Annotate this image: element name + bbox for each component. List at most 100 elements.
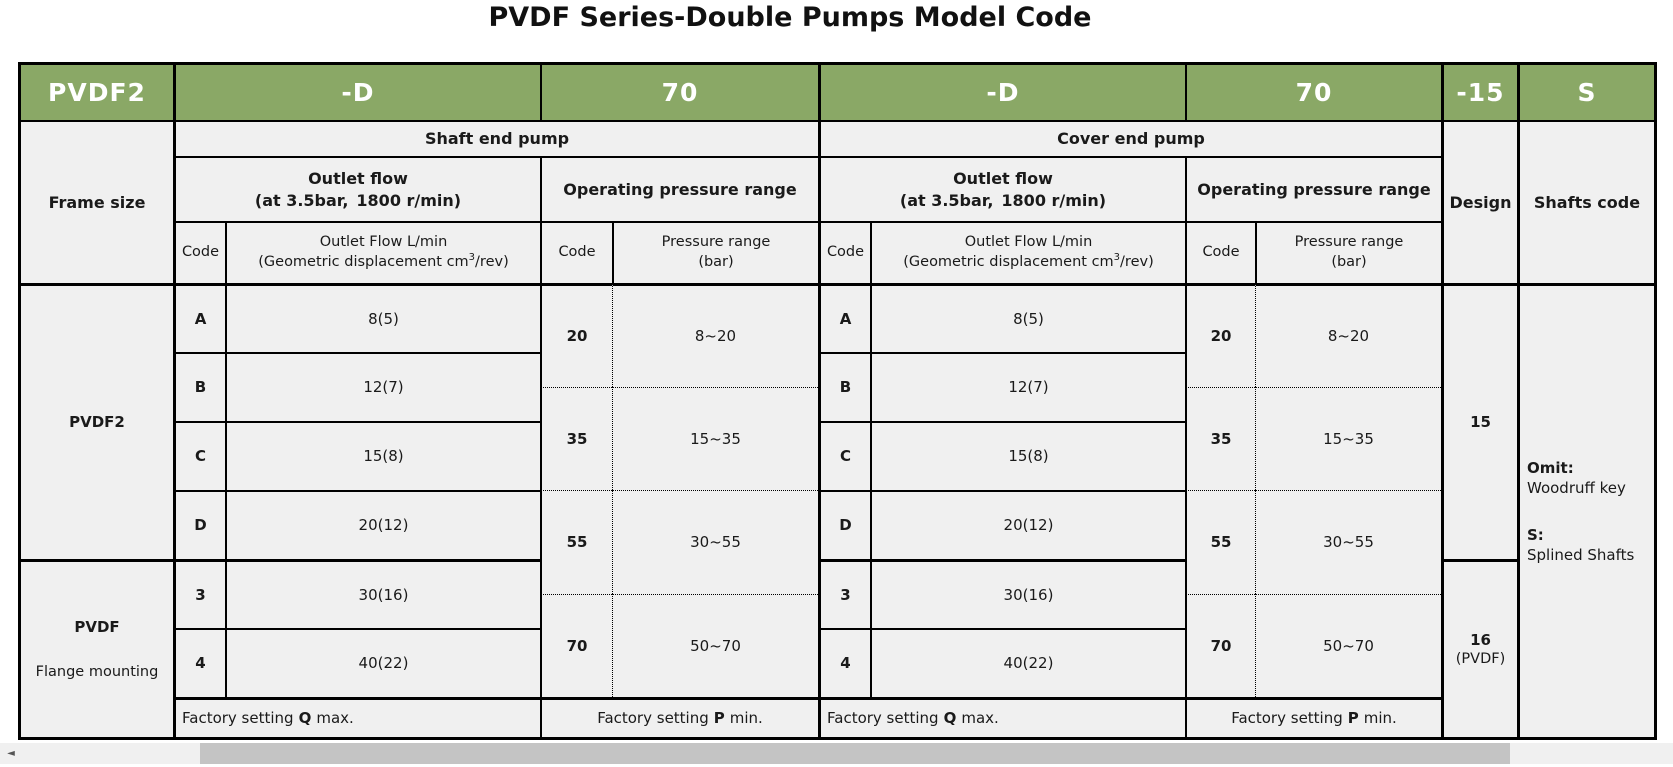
frame-row-pvdf2: PVDF2 bbox=[21, 283, 173, 559]
cover-flow-B-code: B bbox=[818, 352, 870, 421]
cover-flow-4-code: 4 bbox=[818, 628, 870, 697]
shaft-flow-3-code: 3 bbox=[173, 559, 225, 628]
shaft-pressure-55-range: 30~55 bbox=[612, 490, 818, 594]
header-frame-size: Frame size bbox=[21, 120, 173, 283]
header-pressure-shaft: Operating pressure range bbox=[540, 156, 818, 221]
shaft-flow-A-code: A bbox=[173, 283, 225, 352]
page-title: PVDF Series-Double Pumps Model Code bbox=[488, 2, 1092, 33]
header-outlet-flow-cover: Outlet flow (at 3.5bar, 1800 r/min) bbox=[818, 156, 1185, 221]
model-code-table: PVDF2 -D 70 -D 70 -15 S Frame size Shaft… bbox=[18, 62, 1657, 740]
scrollbar-left-arrow[interactable]: ◄ bbox=[7, 748, 15, 759]
horizontal-scrollbar-thumb[interactable] bbox=[200, 743, 1510, 764]
shaft-pressure-20-code: 20 bbox=[540, 283, 612, 387]
cover-flow-3-value: 30(16) bbox=[870, 559, 1185, 628]
cover-pressure-70-code: 70 bbox=[1185, 593, 1255, 697]
outlet-flow-title: Outlet flow bbox=[308, 168, 408, 188]
frame-subtitle: Flange mounting bbox=[35, 663, 159, 680]
header-pressure-cover: Operating pressure range bbox=[1185, 156, 1441, 221]
cover-pressure-35-range: 15~35 bbox=[1255, 386, 1441, 490]
frame-title: PVDF bbox=[74, 617, 120, 636]
shaft-flow-4-code: 4 bbox=[173, 628, 225, 697]
cover-pressure-70-range: 50~70 bbox=[1255, 593, 1441, 697]
cover-pressure-55-range: 30~55 bbox=[1255, 490, 1441, 594]
header-design: Design bbox=[1441, 120, 1517, 283]
header-shaft-end-pump: Shaft end pump bbox=[173, 120, 818, 156]
pressure-unit-line1: Pressure range bbox=[1294, 234, 1404, 251]
cover-flow-3-code: 3 bbox=[818, 559, 870, 628]
flow-unit-line2: (Geometric displacement cm3/rev) bbox=[903, 252, 1154, 270]
shaft-flow-4-value: 40(22) bbox=[225, 628, 540, 697]
model-code-cover-pressure: 70 bbox=[1185, 65, 1441, 120]
outlet-flow-title: Outlet flow bbox=[953, 168, 1053, 188]
cover-pressure-20-code: 20 bbox=[1185, 283, 1255, 387]
shaft-flow-C-code: C bbox=[173, 421, 225, 490]
shaft-pressure-70-range: 50~70 bbox=[612, 593, 818, 697]
shaft-flow-D-code: D bbox=[173, 490, 225, 559]
header-flow-unit-cover: Outlet Flow L/min (Geometric displacemen… bbox=[870, 221, 1185, 283]
shaft-flow-C-value: 15(8) bbox=[225, 421, 540, 490]
pressure-unit-line1: Pressure range bbox=[661, 234, 771, 251]
header-code-cover-pressure: Code bbox=[1185, 221, 1255, 283]
shaft-flow-A-value: 8(5) bbox=[225, 283, 540, 352]
superscript-3: 3 bbox=[1113, 252, 1121, 264]
shaft-pressure-55-code: 55 bbox=[540, 490, 612, 594]
cover-pressure-55-code: 55 bbox=[1185, 490, 1255, 594]
shafts-code-content: Omit: Woodruff key S: Splined Shafts bbox=[1517, 283, 1654, 737]
pressure-unit-line2: (bar) bbox=[698, 254, 734, 270]
horizontal-scrollbar-track[interactable]: ◄ bbox=[0, 743, 1673, 764]
header-outlet-flow-shaft: Outlet flow (at 3.5bar, 1800 r/min) bbox=[173, 156, 540, 221]
header-flow-unit-shaft: Outlet Flow L/min (Geometric displacemen… bbox=[225, 221, 540, 283]
cover-flow-C-value: 15(8) bbox=[870, 421, 1185, 490]
cover-flow-C-code: C bbox=[818, 421, 870, 490]
model-code-cover-outlet: -D bbox=[818, 65, 1185, 120]
design-15-cell: 15 bbox=[1441, 283, 1517, 559]
model-code-shaft-pressure: 70 bbox=[540, 65, 818, 120]
outlet-flow-condition: (at 3.5bar, 1800 r/min) bbox=[254, 190, 462, 210]
header-pressure-unit-cover: Pressure range (bar) bbox=[1255, 221, 1441, 283]
shafts-omit-text: Woodruff key bbox=[1527, 479, 1626, 498]
shaft-flow-3-value: 30(16) bbox=[225, 559, 540, 628]
shaft-pressure-70-code: 70 bbox=[540, 593, 612, 697]
superscript-3: 3 bbox=[468, 252, 476, 264]
header-shafts-code: Shafts code bbox=[1517, 120, 1654, 283]
model-code-design: -15 bbox=[1441, 65, 1517, 120]
header-code-cover-flow: Code bbox=[818, 221, 870, 283]
design-value: 16 bbox=[1470, 630, 1491, 649]
shaft-flow-D-value: 20(12) bbox=[225, 490, 540, 559]
header-code-shaft-pressure: Code bbox=[540, 221, 612, 283]
pressure-unit-line2: (bar) bbox=[1331, 254, 1367, 270]
flow-unit-line2: (Geometric displacement cm3/rev) bbox=[258, 252, 509, 270]
shafts-omit-label: Omit: bbox=[1527, 459, 1574, 477]
model-code-shafts: S bbox=[1517, 65, 1654, 120]
header-cover-end-pump: Cover end pump bbox=[818, 120, 1441, 156]
flow-unit-line1: Outlet Flow L/min bbox=[319, 234, 448, 251]
header-pressure-unit-shaft: Pressure range (bar) bbox=[612, 221, 818, 283]
cover-flow-A-code: A bbox=[818, 283, 870, 352]
shaft-flow-B-value: 12(7) bbox=[225, 352, 540, 421]
outlet-flow-condition: (at 3.5bar, 1800 r/min) bbox=[899, 190, 1107, 210]
header-code-shaft-flow: Code bbox=[173, 221, 225, 283]
cover-flow-A-value: 8(5) bbox=[870, 283, 1185, 352]
flow-unit-line1: Outlet Flow L/min bbox=[964, 234, 1093, 251]
cover-pressure-20-range: 8~20 bbox=[1255, 283, 1441, 387]
frame-row-pvdf-flange: PVDF Flange mounting bbox=[21, 559, 173, 737]
model-code-shaft-outlet: -D bbox=[173, 65, 540, 120]
cover-pressure-35-code: 35 bbox=[1185, 386, 1255, 490]
model-code-frame: PVDF2 bbox=[21, 65, 173, 120]
shaft-pressure-35-code: 35 bbox=[540, 386, 612, 490]
cover-flow-B-value: 12(7) bbox=[870, 352, 1185, 421]
design-sub: (PVDF) bbox=[1455, 650, 1506, 667]
cover-flow-D-value: 20(12) bbox=[870, 490, 1185, 559]
shaft-pressure-20-range: 8~20 bbox=[612, 283, 818, 387]
design-16-cell: 16 (PVDF) bbox=[1441, 559, 1517, 737]
cover-flow-4-value: 40(22) bbox=[870, 628, 1185, 697]
cover-flow-D-code: D bbox=[818, 490, 870, 559]
shafts-s-text: Splined Shafts bbox=[1527, 545, 1635, 564]
shaft-pressure-35-range: 15~35 bbox=[612, 386, 818, 490]
shaft-flow-B-code: B bbox=[173, 352, 225, 421]
shafts-s-label: S: bbox=[1527, 525, 1544, 544]
